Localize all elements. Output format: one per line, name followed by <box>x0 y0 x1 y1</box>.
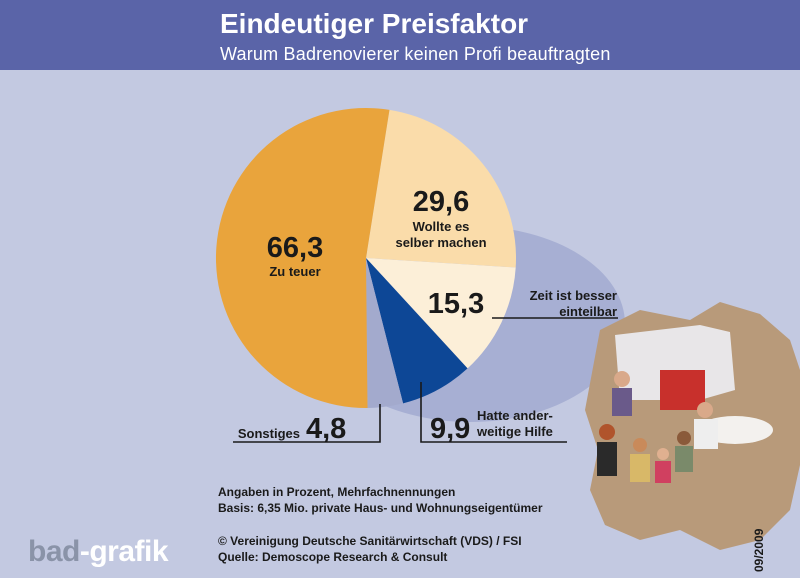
category-label-wollte-1: Wollte es <box>413 219 470 234</box>
notes-source: © Vereinigung Deutsche Sanitärwirtschaft… <box>218 533 522 565</box>
category-label-zu-teuer: Zu teuer <box>269 264 320 279</box>
category-label-zeit-1: Zeit ist besser <box>530 288 617 303</box>
leader-sonstiges <box>233 404 381 443</box>
category-label-hatte-1: Hatte ander- <box>477 408 553 423</box>
header-band: Eindeutiger Preisfaktor Warum Badrenovie… <box>0 0 800 70</box>
bathroom-family-photo <box>585 302 800 550</box>
brand-logo-part2: -grafik <box>79 535 169 568</box>
pie-slice-zeit-ist-besser-einteilbar <box>366 258 516 369</box>
category-label-hatte-2: weitige Hilfe <box>476 424 553 439</box>
value-label-sonstiges: 4,8 <box>306 413 346 445</box>
pie-slice-sonstiges <box>366 258 404 408</box>
category-label-zeit-2: einteilbar <box>559 304 617 319</box>
value-label-zu-teuer: 66,3 <box>267 232 323 264</box>
leader-hatte <box>420 382 567 443</box>
note-line-3: © Vereinigung Deutsche Sanitärwirtschaft… <box>218 534 522 548</box>
note-line-4: Quelle: Demoscope Research & Consult <box>218 550 448 564</box>
pie-slice-zu-teuer <box>215 107 390 408</box>
brand-logo: bad-grafik <box>28 535 169 569</box>
date-label: 09/2009 <box>752 528 766 572</box>
value-label-hatte: 9,9 <box>430 413 470 445</box>
note-line-1: Angaben in Prozent, Mehrfachnennungen <box>218 485 456 499</box>
chart-title: Eindeutiger Preisfaktor <box>220 8 529 39</box>
value-label-wollte: 29,6 <box>413 186 469 218</box>
leader-lines <box>233 317 618 443</box>
pie-chart: 66,3 Zu teuer 29,6 Wollte es selber mach… <box>215 107 800 550</box>
pie-slice-wollte-es-selber-machen <box>366 109 517 268</box>
category-label-sonstiges: Sonstiges <box>238 426 300 441</box>
category-label-wollte-2: selber machen <box>395 235 486 250</box>
note-line-2: Basis: 6,35 Mio. private Haus- und Wohnu… <box>218 501 543 515</box>
brand-logo-part1: bad <box>28 535 80 568</box>
pie-slice-hatte-ander-weitige-hilfe <box>366 258 468 404</box>
value-label-zeit: 15,3 <box>428 288 484 320</box>
chart-subtitle: Warum Badrenovierer keinen Profi beauftr… <box>220 44 611 64</box>
notes-basis: Angaben in Prozent, Mehrfachnennungen Ba… <box>218 484 543 516</box>
pie-slices <box>215 107 517 408</box>
